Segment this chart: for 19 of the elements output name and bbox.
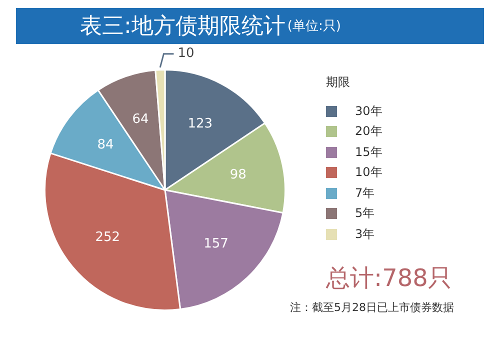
chart-title: 表三:地方债期限统计 <box>80 13 286 41</box>
legend-label: 3年 <box>355 226 375 243</box>
data-label: 252 <box>95 230 120 246</box>
data-label: 10 <box>178 46 194 62</box>
legend-label: 15年 <box>355 144 382 161</box>
data-label: 98 <box>230 168 246 183</box>
legend-label: 30年 <box>355 102 382 120</box>
data-label: 123 <box>188 116 213 132</box>
chart-subtitle: (单位:只) <box>287 18 341 35</box>
text: 总计:788只 <box>326 263 452 294</box>
legend-label: 20年 <box>355 123 382 140</box>
legend-label: 7年 <box>355 184 375 202</box>
text: 注：截至5月28日已上市债券数据 <box>290 300 454 315</box>
legend-title: 期限 <box>326 74 351 91</box>
legend-label: 10年 <box>355 164 382 182</box>
data-label: 84 <box>97 138 114 152</box>
legend-label: 5年 <box>355 205 375 222</box>
data-label: 157 <box>204 236 228 252</box>
data-label: 64 <box>132 112 149 127</box>
